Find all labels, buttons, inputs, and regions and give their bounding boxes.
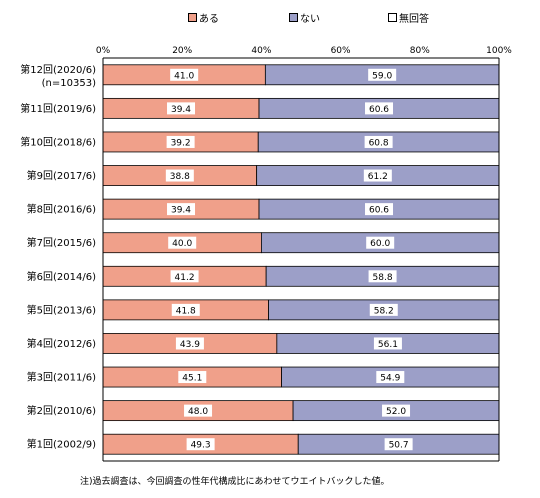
data-label: 39.4	[171, 206, 191, 216]
data-label: 49.3	[191, 441, 211, 451]
category-label: 第3回(2011/6)	[27, 371, 96, 384]
legend-swatch-mukaito	[388, 13, 397, 22]
category-label: 第8回(2016/6)	[27, 203, 96, 216]
data-label: 60.6	[369, 105, 389, 115]
category-label: 第4回(2012/6)	[27, 337, 96, 350]
data-label-bg	[170, 68, 199, 81]
data-label: 48.0	[188, 407, 208, 417]
x-tick-label: 20%	[172, 46, 192, 56]
data-label: 60.8	[369, 138, 389, 148]
category-label: 第6回(2014/6)	[27, 270, 96, 283]
data-label: 58.2	[374, 306, 394, 316]
legend-label-mukaito: 無回答	[399, 14, 429, 25]
data-label-bg	[178, 371, 207, 384]
data-label-bg	[373, 337, 402, 350]
data-label: 60.6	[369, 206, 389, 216]
category-sublabel: (n=10353)	[42, 78, 96, 89]
data-label: 40.0	[172, 239, 192, 249]
category-label: 第1回(2002/9)	[27, 438, 96, 451]
data-label-bg	[382, 404, 411, 417]
stacked-bar-chart: 0% 20% 40% 60% 80% 100% 41.0 59.0 第12回(2020/6) (n…	[20, 46, 512, 462]
data-label-bg	[175, 337, 204, 350]
data-label: 59.0	[372, 71, 392, 81]
data-label-bg	[368, 68, 397, 81]
data-label-bg	[369, 303, 398, 316]
data-label: 41.0	[174, 71, 194, 81]
category-label: 第2回(2010/6)	[27, 404, 96, 417]
data-label-bg	[184, 404, 213, 417]
data-label: 39.2	[171, 138, 191, 148]
data-label-bg	[167, 102, 196, 115]
data-label-bg	[171, 303, 200, 316]
data-label: 56.1	[378, 340, 398, 350]
data-label: 43.9	[180, 340, 200, 350]
data-label-bg	[368, 270, 397, 283]
legend-swatch-aru	[188, 13, 197, 22]
x-tick-label: 60%	[331, 46, 351, 56]
category-label: 第11回(2019/6)	[20, 102, 96, 115]
category-label: 第5回(2013/6)	[27, 303, 96, 316]
legend-label-nai: ない	[300, 14, 320, 25]
data-label-bg	[166, 135, 195, 148]
data-label: 41.2	[175, 273, 195, 283]
data-label-bg	[366, 236, 395, 249]
x-tick-label: 40%	[251, 46, 271, 56]
category-label: 第9回(2017/6)	[27, 169, 96, 182]
data-label-bg	[363, 169, 392, 182]
data-label-bg	[365, 102, 394, 115]
data-label: 39.4	[171, 105, 191, 115]
data-label-bg	[186, 438, 215, 451]
category-label: 第12回(2020/6)	[20, 63, 96, 76]
legend-item-mukaito: 無回答	[388, 10, 429, 25]
x-tick-label: 100%	[486, 46, 512, 56]
x-tick-label: 0%	[96, 46, 111, 56]
data-label: 45.1	[182, 374, 202, 384]
data-label-bg	[168, 236, 197, 249]
data-label-bg	[364, 135, 393, 148]
data-label: 41.8	[176, 306, 196, 316]
footnote: 注)過去調査は、今回調査の性年代構成比にあわせてウエイトバックした値。	[80, 477, 390, 487]
legend-item-aru: ある	[188, 10, 219, 25]
x-tick-label: 80%	[410, 46, 430, 56]
legend-item-nai: ない	[289, 10, 320, 25]
data-label: 50.7	[389, 441, 409, 451]
category-label: 第10回(2018/6)	[20, 135, 96, 148]
data-label: 52.0	[386, 407, 406, 417]
legend-swatch-nai	[289, 13, 298, 22]
data-label: 38.8	[170, 172, 190, 182]
data-label-bg	[376, 371, 405, 384]
data-label-bg	[170, 270, 199, 283]
data-label: 54.9	[380, 374, 400, 384]
data-label-bg	[365, 203, 394, 216]
data-label: 60.0	[370, 239, 390, 249]
data-label: 58.8	[373, 273, 393, 283]
data-label-bg	[167, 203, 196, 216]
data-label-bg	[384, 438, 413, 451]
legend-label-aru: ある	[199, 14, 219, 25]
data-label: 61.2	[368, 172, 388, 182]
category-label: 第7回(2015/6)	[27, 236, 96, 249]
data-label-bg	[165, 169, 194, 182]
